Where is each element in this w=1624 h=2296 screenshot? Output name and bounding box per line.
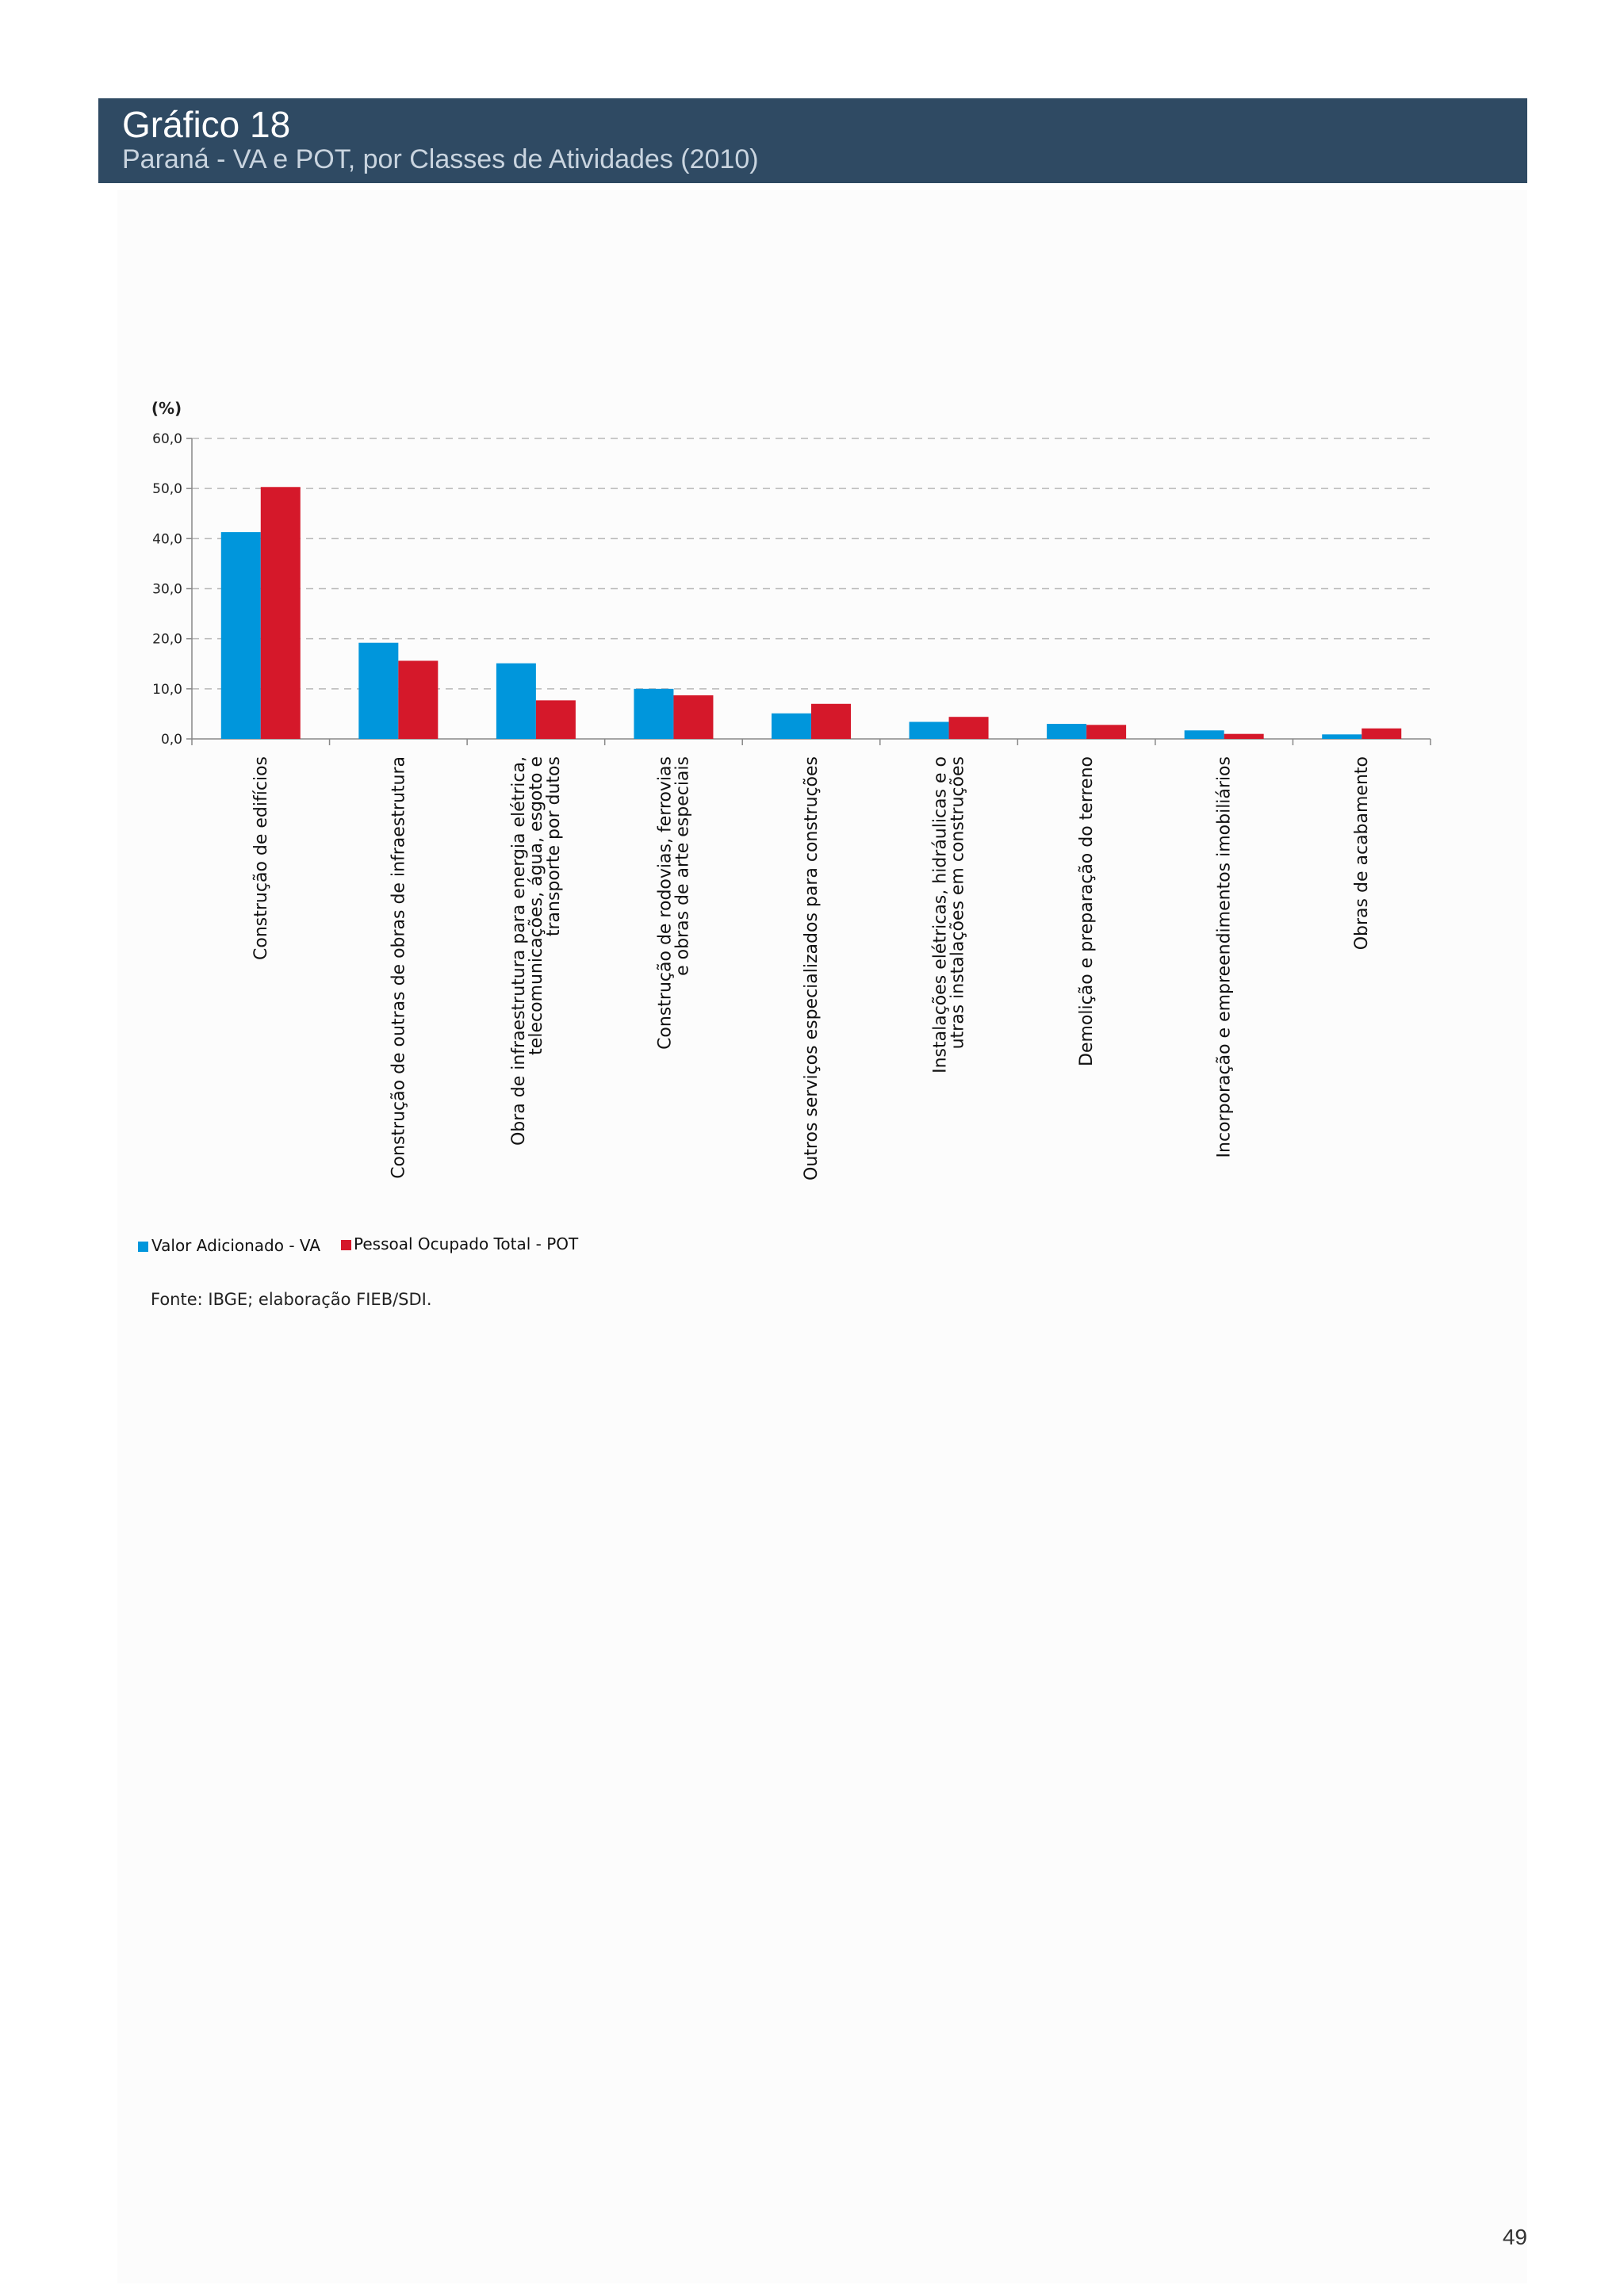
y-tick-label: 60,0 [152, 431, 182, 447]
x-category-label: Obras de acabamento [1352, 756, 1372, 950]
chart-title: Gráfico 18 [122, 104, 291, 145]
chart-panel: 0,0 10,0 20,0 30,0 40,0 50,0 60,0 (%) Construção… [117, 190, 1527, 2283]
x-category-label: Construção de rodovias, ferrovias [655, 756, 675, 1050]
x-category-label: Construção de edifícios [251, 756, 271, 960]
bar-va [496, 663, 536, 739]
bar-chart: 0,0 10,0 20,0 30,0 40,0 50,0 60,0 (%) Construção… [138, 399, 1431, 1309]
bar-pot [1086, 725, 1127, 739]
legend-label-va: Valor Adicionado - VA [151, 1236, 320, 1255]
bar-pot [260, 487, 301, 739]
bar-pot [535, 700, 576, 739]
y-tick-label: 50,0 [152, 481, 182, 497]
page-number: 49 [1502, 2225, 1527, 2249]
bar-pot [673, 695, 714, 739]
y-axis-label: (%) [151, 399, 182, 418]
y-tick-label: 0,0 [161, 732, 182, 748]
x-category-label: Demolição e preparação do terreno [1077, 756, 1097, 1066]
x-category-label: Obra de infraestrutura para energia elét… [509, 756, 529, 1146]
y-tick-label: 20,0 [152, 632, 182, 648]
bar-pot [811, 703, 851, 739]
y-tick-label: 30,0 [152, 582, 182, 598]
x-category-label: Outros serviços especializados para cons… [802, 756, 822, 1181]
y-tick-label: 10,0 [152, 682, 182, 698]
bar-va [220, 532, 261, 739]
bar-va [772, 713, 811, 739]
chart-header: Gráfico 18 Paraná - VA e POT, por Classe… [98, 98, 1527, 183]
bar-pot [948, 717, 989, 739]
bar-pot [398, 660, 439, 739]
x-category-label: utras instalações em construções [948, 756, 968, 1049]
legend-label-pot: Pessoal Ocupado Total - POT [354, 1234, 579, 1253]
legend-swatch-pot [341, 1240, 351, 1250]
bar-va [1322, 734, 1362, 739]
x-category-label: transporte por dutos [544, 756, 564, 936]
legend-swatch-va [138, 1242, 148, 1252]
y-tick-label: 40,0 [152, 531, 182, 547]
x-category-label: Instalações elétricas, hidráulicas e o [931, 756, 951, 1073]
bar-va [634, 688, 674, 739]
x-category-label: telecomunicações, água, esgoto e [527, 756, 546, 1055]
bar-va [1184, 730, 1224, 739]
source-note: Fonte: IBGE; elaboração FIEB/SDI. [151, 1290, 432, 1309]
x-category-label: Incorporação e empreendimentos imobiliár… [1215, 756, 1235, 1158]
x-category-label: Construção de outras de obras de infraes… [389, 756, 408, 1179]
bar-pot [1224, 733, 1264, 739]
bar-va [909, 721, 949, 739]
x-category-label: e obras de arte especiais [672, 756, 692, 976]
chart-subtitle: Paraná - VA e POT, por Classes de Ativid… [122, 144, 759, 174]
bar-va [358, 642, 399, 739]
bar-pot [1362, 728, 1402, 739]
bar-va [1047, 724, 1087, 739]
